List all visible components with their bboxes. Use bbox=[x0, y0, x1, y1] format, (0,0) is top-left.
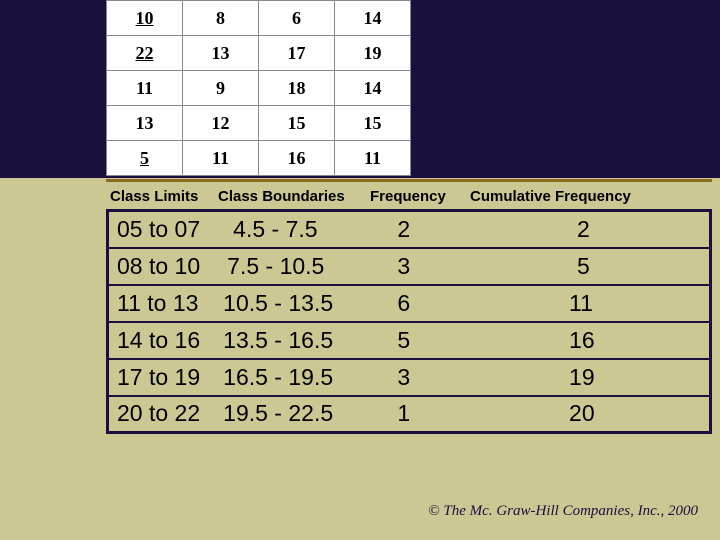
cell-cumulative: 16 bbox=[481, 322, 710, 359]
data-cell: 14 bbox=[335, 1, 411, 36]
data-cell: 8 bbox=[183, 1, 259, 36]
cell-limits: 20 to 22 bbox=[108, 396, 220, 433]
table-row: 11 9 18 14 bbox=[107, 71, 411, 106]
data-cell: 10 bbox=[107, 1, 183, 36]
cell-cumulative: 5 bbox=[481, 248, 710, 285]
data-cell: 5 bbox=[107, 141, 183, 176]
data-cell: 11 bbox=[335, 141, 411, 176]
cell-boundaries: 10.5 - 13.5 bbox=[219, 285, 371, 322]
data-cell: 12 bbox=[183, 106, 259, 141]
frequency-table: 05 to 07 4.5 - 7.5 2 2 08 to 10 7.5 - 10… bbox=[106, 209, 712, 434]
data-cell: 6 bbox=[259, 1, 335, 36]
table-row: 14 to 16 13.5 - 16.5 5 16 bbox=[108, 322, 711, 359]
cell-limits: 14 to 16 bbox=[108, 322, 220, 359]
data-cell: 11 bbox=[107, 71, 183, 106]
frequency-headers: Class Limits Class Boundaries Frequency … bbox=[106, 188, 712, 209]
data-cell: 18 bbox=[259, 71, 335, 106]
cell-cumulative: 19 bbox=[481, 359, 710, 396]
cell-frequency: 2 bbox=[371, 211, 481, 248]
data-cell: 15 bbox=[259, 106, 335, 141]
header-cumulative-frequency: Cumulative Frequency bbox=[470, 188, 702, 205]
cell-limits: 11 to 13 bbox=[108, 285, 220, 322]
frequency-section: Class Limits Class Boundaries Frequency … bbox=[106, 188, 712, 434]
cell-boundaries: 16.5 - 19.5 bbox=[219, 359, 371, 396]
data-cell: 16 bbox=[259, 141, 335, 176]
data-cell: 14 bbox=[335, 71, 411, 106]
cell-cumulative: 11 bbox=[481, 285, 710, 322]
table-row: 5 11 16 11 bbox=[107, 141, 411, 176]
table-row: 05 to 07 4.5 - 7.5 2 2 bbox=[108, 211, 711, 248]
section-divider bbox=[106, 179, 712, 182]
cell-boundaries: 7.5 - 10.5 bbox=[219, 248, 371, 285]
raw-data-grid: 10 8 6 14 22 13 17 19 11 9 18 14 13 12 1… bbox=[106, 0, 411, 176]
cell-boundaries: 4.5 - 7.5 bbox=[219, 211, 371, 248]
table-row: 17 to 19 16.5 - 19.5 3 19 bbox=[108, 359, 711, 396]
table-row: 11 to 13 10.5 - 13.5 6 11 bbox=[108, 285, 711, 322]
table-row: 10 8 6 14 bbox=[107, 1, 411, 36]
data-cell: 22 bbox=[107, 36, 183, 71]
data-cell: 11 bbox=[183, 141, 259, 176]
cell-limits: 05 to 07 bbox=[108, 211, 220, 248]
cell-frequency: 6 bbox=[371, 285, 481, 322]
cell-cumulative: 20 bbox=[481, 396, 710, 433]
cell-boundaries: 13.5 - 16.5 bbox=[219, 322, 371, 359]
data-cell: 17 bbox=[259, 36, 335, 71]
header-class-boundaries: Class Boundaries bbox=[218, 188, 370, 205]
cell-frequency: 3 bbox=[371, 359, 481, 396]
data-cell: 13 bbox=[107, 106, 183, 141]
header-class-limits: Class Limits bbox=[110, 188, 218, 205]
table-row: 20 to 22 19.5 - 22.5 1 20 bbox=[108, 396, 711, 433]
table-row: 22 13 17 19 bbox=[107, 36, 411, 71]
data-cell: 15 bbox=[335, 106, 411, 141]
cell-frequency: 3 bbox=[371, 248, 481, 285]
data-cell: 9 bbox=[183, 71, 259, 106]
copyright-text: © The Mc. Graw-Hill Companies, Inc., 200… bbox=[428, 503, 698, 520]
cell-frequency: 1 bbox=[371, 396, 481, 433]
cell-cumulative: 2 bbox=[481, 211, 710, 248]
cell-limits: 17 to 19 bbox=[108, 359, 220, 396]
cell-limits: 08 to 10 bbox=[108, 248, 220, 285]
cell-boundaries: 19.5 - 22.5 bbox=[219, 396, 371, 433]
table-row: 13 12 15 15 bbox=[107, 106, 411, 141]
data-cell: 13 bbox=[183, 36, 259, 71]
data-cell: 19 bbox=[335, 36, 411, 71]
header-frequency: Frequency bbox=[370, 188, 470, 205]
table-row: 08 to 10 7.5 - 10.5 3 5 bbox=[108, 248, 711, 285]
cell-frequency: 5 bbox=[371, 322, 481, 359]
